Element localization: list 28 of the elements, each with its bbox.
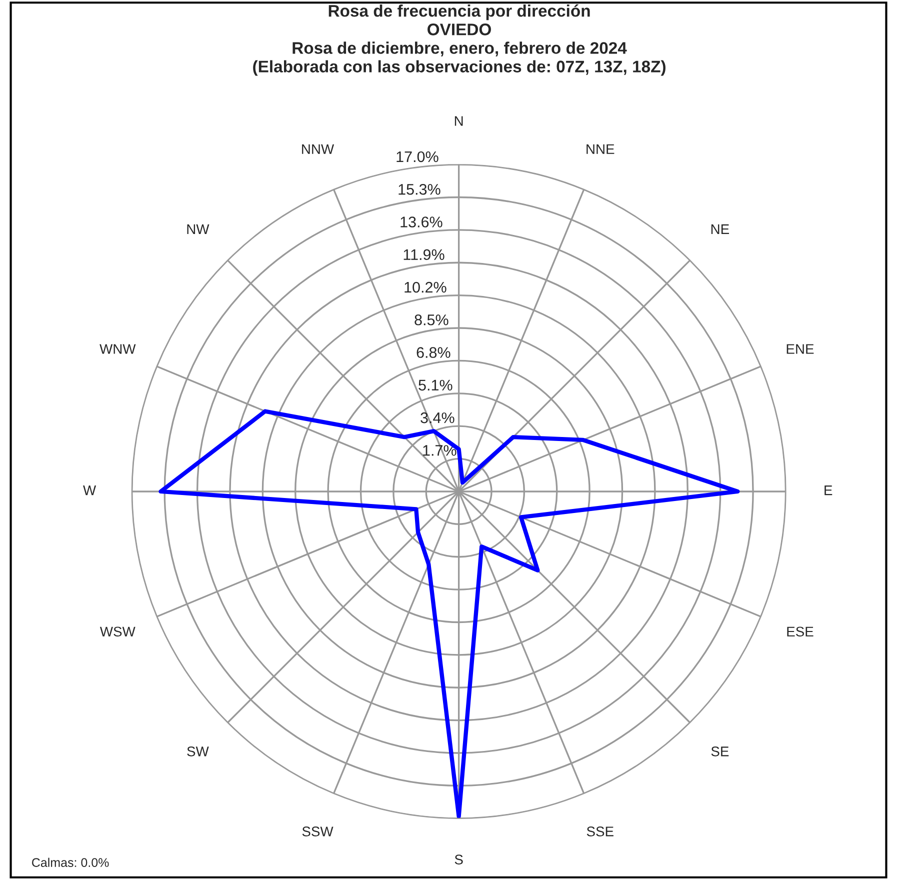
spoke-label: N — [454, 116, 463, 126]
text: Calmas: 0.0% — [32, 858, 109, 867]
spoke-label: WSW — [100, 626, 136, 637]
spoke-label: WNW — [100, 344, 136, 354]
y-tick-label: 3.4% — [420, 412, 454, 424]
spoke-label: W — [83, 486, 96, 496]
spoke-label: SE — [711, 746, 729, 756]
spoke-label: NNW — [302, 144, 334, 154]
y-tick-label: 11.9% — [404, 249, 444, 260]
y-tick-label: 17.0% — [396, 151, 438, 162]
spoke-label: NW — [187, 224, 210, 234]
y-tick-label: 6.8% — [416, 347, 450, 358]
spoke-label: SW — [187, 746, 209, 756]
spoke-label: S — [454, 854, 463, 864]
spoke-label: NNE — [586, 144, 614, 154]
y-tick-label: 5.1% — [418, 380, 452, 391]
y-tick-label: 13.6% — [400, 216, 442, 228]
spoke-label: ESE — [787, 626, 814, 637]
spoke-label: SSE — [586, 826, 614, 836]
y-tick-label: 8.5% — [414, 314, 448, 326]
spoke-label: NE — [711, 224, 729, 234]
spoke-label: E — [824, 486, 832, 496]
y-tick-label: 1.7% — [423, 445, 456, 456]
spoke-label: ENE — [786, 344, 814, 354]
y-tick-label: 15.3% — [398, 184, 440, 195]
spoke-label: SSW — [302, 826, 334, 836]
y-tick-label: 10.2% — [404, 282, 446, 293]
chart-title: Rosa de frecuencia por dirección OVIEDO Rosa de diciembre, enero, febrero de 2024 (Elaborada con las observaciones de: 07Z, 13Z, 18Z) — [253, 4, 666, 76]
